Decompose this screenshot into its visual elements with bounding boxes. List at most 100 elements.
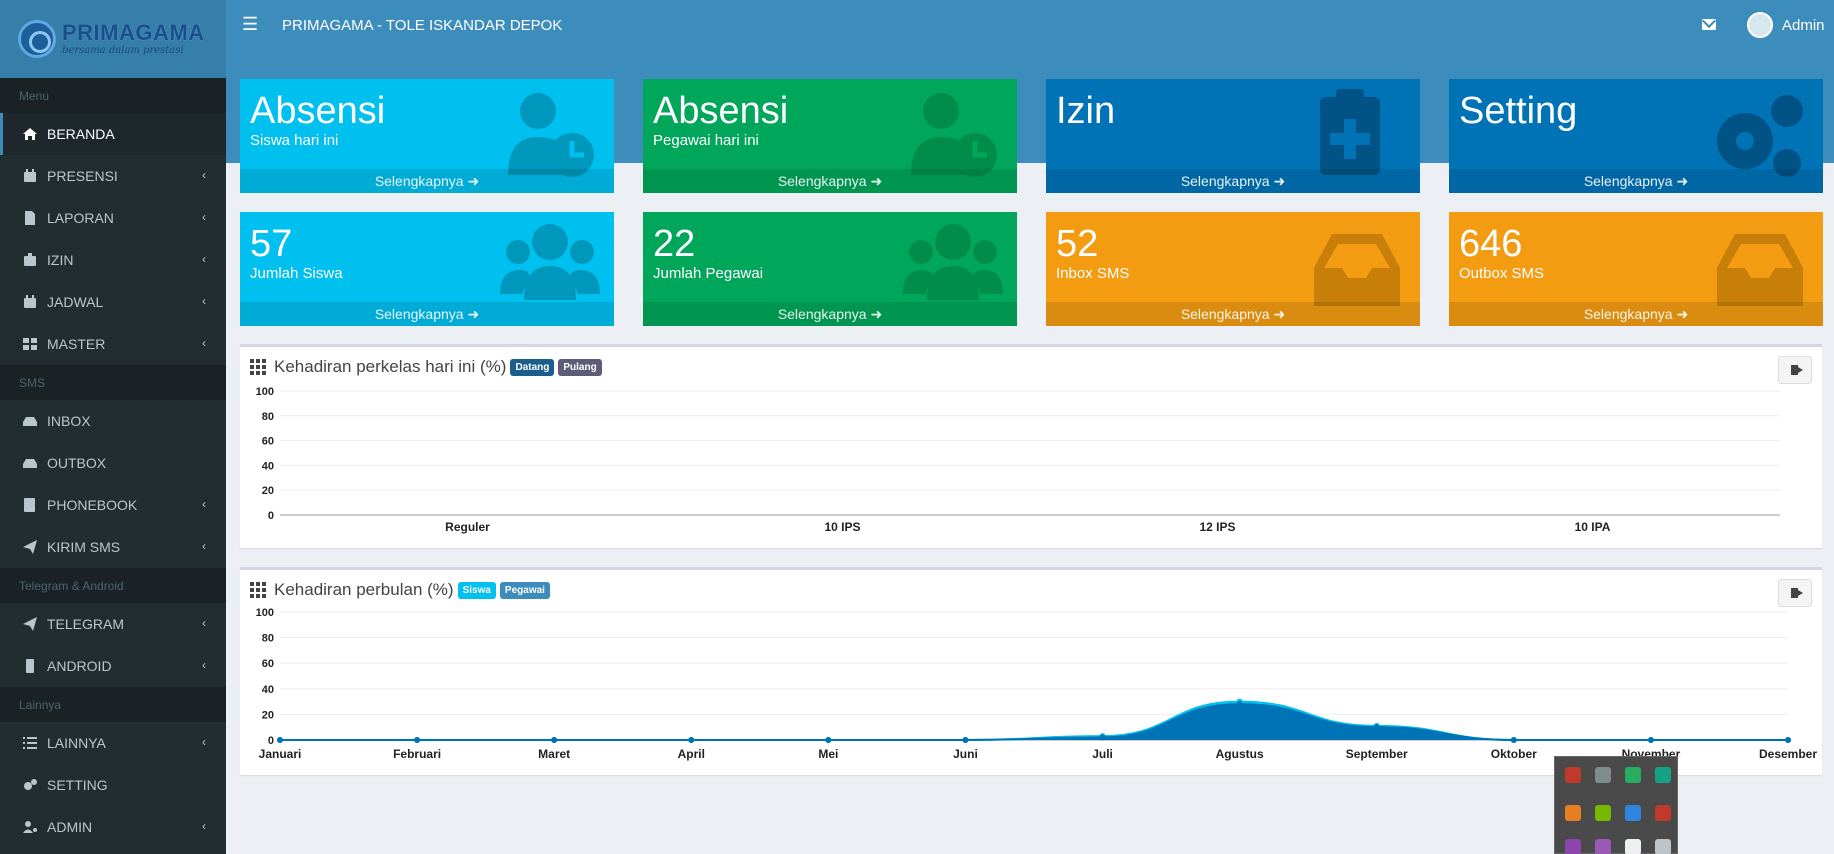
arrow-circle-right-icon: ➜	[467, 173, 480, 189]
point-pegawai[interactable]	[551, 737, 558, 743]
export-button[interactable]	[1778, 356, 1812, 384]
chevron-left-icon: ‹	[202, 497, 206, 511]
box-more-label: Selengkapnya	[777, 173, 867, 189]
sidebar-item-kirim-sms[interactable]: KIRIM SMS ‹	[0, 526, 226, 568]
point-pegawai[interactable]	[1236, 701, 1243, 708]
sidebar-item-inbox[interactable]: INBOX	[0, 400, 226, 442]
user-clock-icon	[911, 93, 997, 177]
sidebar-item-admin[interactable]: ADMIN ‹	[0, 806, 226, 848]
point-pegawai[interactable]	[962, 737, 969, 743]
sidebar-item-lainnya[interactable]: LAINNYA ‹	[0, 722, 226, 764]
box-more-link[interactable]: Selengkapnya ➜	[1449, 302, 1823, 326]
sidebar-item-beranda[interactable]: BERANDA	[0, 113, 226, 155]
box-subtitle: Pegawai hari ini	[653, 132, 759, 149]
sidebar-item-jadwal[interactable]: JADWAL ‹	[0, 281, 226, 323]
inbox-icon	[1717, 234, 1803, 306]
point-pegawai[interactable]	[825, 737, 832, 743]
tray-app-icon[interactable]	[1595, 767, 1611, 783]
tray-app-icon[interactable]	[1625, 767, 1641, 783]
export-button[interactable]	[1778, 579, 1812, 607]
users-icon	[500, 224, 600, 300]
y-tick-label: 40	[262, 460, 274, 472]
point-pegawai[interactable]	[414, 737, 421, 743]
box-more-link[interactable]: Selengkapnya ➜	[1046, 302, 1420, 326]
sidebar-item-label: SETTING	[47, 777, 108, 793]
box-more-link[interactable]: Selengkapnya ➜	[643, 169, 1017, 193]
sidebar-item-label: KIRIM SMS	[47, 539, 121, 555]
sidebar-item-label: IZIN	[47, 252, 74, 268]
point-pegawai[interactable]	[1647, 737, 1654, 743]
sidebar-item-master[interactable]: MASTER ‹	[0, 323, 226, 365]
sidebar-item-izin[interactable]: IZIN ‹	[0, 239, 226, 281]
tray-app-icon[interactable]	[1625, 839, 1641, 854]
point-pegawai[interactable]	[688, 737, 695, 743]
box-title: Absensi	[653, 90, 789, 132]
tray-nvidia-icon[interactable]	[1595, 805, 1611, 821]
point-pegawai[interactable]	[1785, 737, 1791, 743]
tray-app-icon[interactable]	[1655, 805, 1671, 821]
badge-siswa: Siswa	[457, 581, 496, 599]
panel-kehadiran-perkelas: Kehadiran perkelas hari ini (%) Datang P…	[240, 344, 1822, 548]
brand-logo[interactable]: PRIMAGAMA bersama dalam prestasi	[0, 0, 226, 78]
box-title: 52	[1056, 223, 1099, 265]
arrow-circle-right-icon: ➜	[1273, 306, 1286, 322]
envelope-icon[interactable]	[1702, 19, 1716, 30]
x-tick-label: Juli	[1092, 747, 1113, 761]
point-pegawai[interactable]	[277, 737, 283, 743]
cogs-icon	[1717, 95, 1803, 177]
box-more-link[interactable]: Selengkapnya ➜	[240, 302, 614, 326]
sidebar-item-label: OUTBOX	[47, 455, 107, 471]
briefcase-medical-icon	[24, 253, 36, 266]
info-box-setting: Setting Selengkapnya ➜	[1449, 79, 1823, 193]
tray-bluetooth-icon[interactable]	[1625, 805, 1641, 821]
brand-tagline: bersama dalam prestasi	[62, 45, 184, 56]
info-box-outbox-sms: 646 Outbox SMS Selengkapnya ➜	[1449, 212, 1823, 326]
sidebar-item-telegram[interactable]: TELEGRAM ‹	[0, 603, 226, 645]
sidebar-item-outbox[interactable]: OUTBOX	[0, 442, 226, 484]
user-avatar[interactable]	[1747, 12, 1773, 38]
tray-app-icon[interactable]	[1655, 839, 1671, 854]
area-pegawai	[280, 704, 1788, 740]
box-more-link[interactable]: Selengkapnya ➜	[240, 169, 614, 193]
tray-app-icon[interactable]	[1565, 839, 1581, 854]
sidebar-item-label: PRESENSI	[47, 168, 118, 184]
chevron-left-icon: ‹	[202, 336, 206, 350]
arrow-circle-right-icon: ➜	[870, 306, 883, 322]
tray-app-icon[interactable]	[1565, 767, 1581, 783]
cogs-icon	[24, 779, 37, 790]
sidebar-section-header: Menu	[0, 78, 226, 113]
sidebar-item-presensi[interactable]: PRESENSI ‹	[0, 155, 226, 197]
tray-app-icon[interactable]	[1565, 805, 1581, 821]
tray-app-icon[interactable]	[1655, 767, 1671, 783]
tray-app-icon[interactable]	[1595, 839, 1611, 854]
box-more-link[interactable]: Selengkapnya ➜	[643, 302, 1017, 326]
x-tick-label: Agustus	[1216, 747, 1264, 761]
x-tick-label: 12 IPS	[1199, 520, 1235, 534]
x-tick-label: Desember	[1759, 747, 1817, 761]
info-box-jumlah-pegawai: 22 Jumlah Pegawai Selengkapnya ➜	[643, 212, 1017, 326]
box-more-label: Selengkapnya	[777, 306, 867, 322]
sidebar-item-laporan[interactable]: LAPORAN ‹	[0, 197, 226, 239]
system-tray-popup	[1554, 756, 1678, 854]
point-pegawai[interactable]	[1099, 734, 1106, 741]
box-title: Setting	[1459, 90, 1578, 132]
address-book-icon	[24, 498, 35, 512]
sidebar-item-label: TELEGRAM	[47, 616, 125, 632]
box-title: Izin	[1056, 90, 1116, 132]
sidebar-item-phonebook[interactable]: PHONEBOOK ‹	[0, 484, 226, 526]
sidebar-item-setting[interactable]: SETTING	[0, 764, 226, 806]
chevron-left-icon: ‹	[202, 735, 206, 749]
sidebar-item-android[interactable]: ANDROID ‹	[0, 645, 226, 687]
box-more-link[interactable]: Selengkapnya ➜	[1046, 169, 1420, 193]
info-box-jumlah-siswa: 57 Jumlah Siswa Selengkapnya ➜	[240, 212, 614, 326]
point-pegawai[interactable]	[1373, 724, 1380, 731]
sidebar-item-label: PHONEBOOK	[47, 497, 138, 513]
box-more-link[interactable]: Selengkapnya ➜	[1449, 169, 1823, 193]
point-pegawai[interactable]	[1510, 737, 1517, 743]
th-large-icon	[23, 338, 37, 350]
info-box-siswa-hari-ini: Absensi Siswa hari ini Selengkapnya ➜	[240, 79, 614, 193]
box-more-label: Selengkapnya	[1180, 173, 1270, 189]
sidebar-toggle-icon[interactable]: ☰	[242, 14, 259, 34]
user-name[interactable]: Admin	[1782, 17, 1825, 34]
th-icon	[250, 582, 266, 598]
